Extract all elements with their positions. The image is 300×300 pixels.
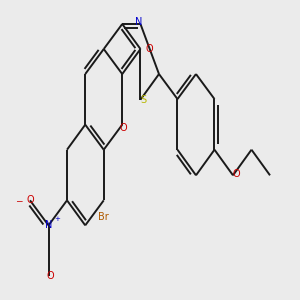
Text: O: O xyxy=(232,169,240,179)
Text: Br: Br xyxy=(98,212,109,222)
Text: O: O xyxy=(26,195,34,205)
Text: O: O xyxy=(120,123,127,133)
Text: N: N xyxy=(135,16,143,27)
Text: O: O xyxy=(46,271,54,281)
Text: N: N xyxy=(45,220,52,230)
Text: S: S xyxy=(140,95,146,105)
Text: −: − xyxy=(15,196,22,205)
Text: O: O xyxy=(146,44,153,54)
Text: +: + xyxy=(54,216,60,222)
